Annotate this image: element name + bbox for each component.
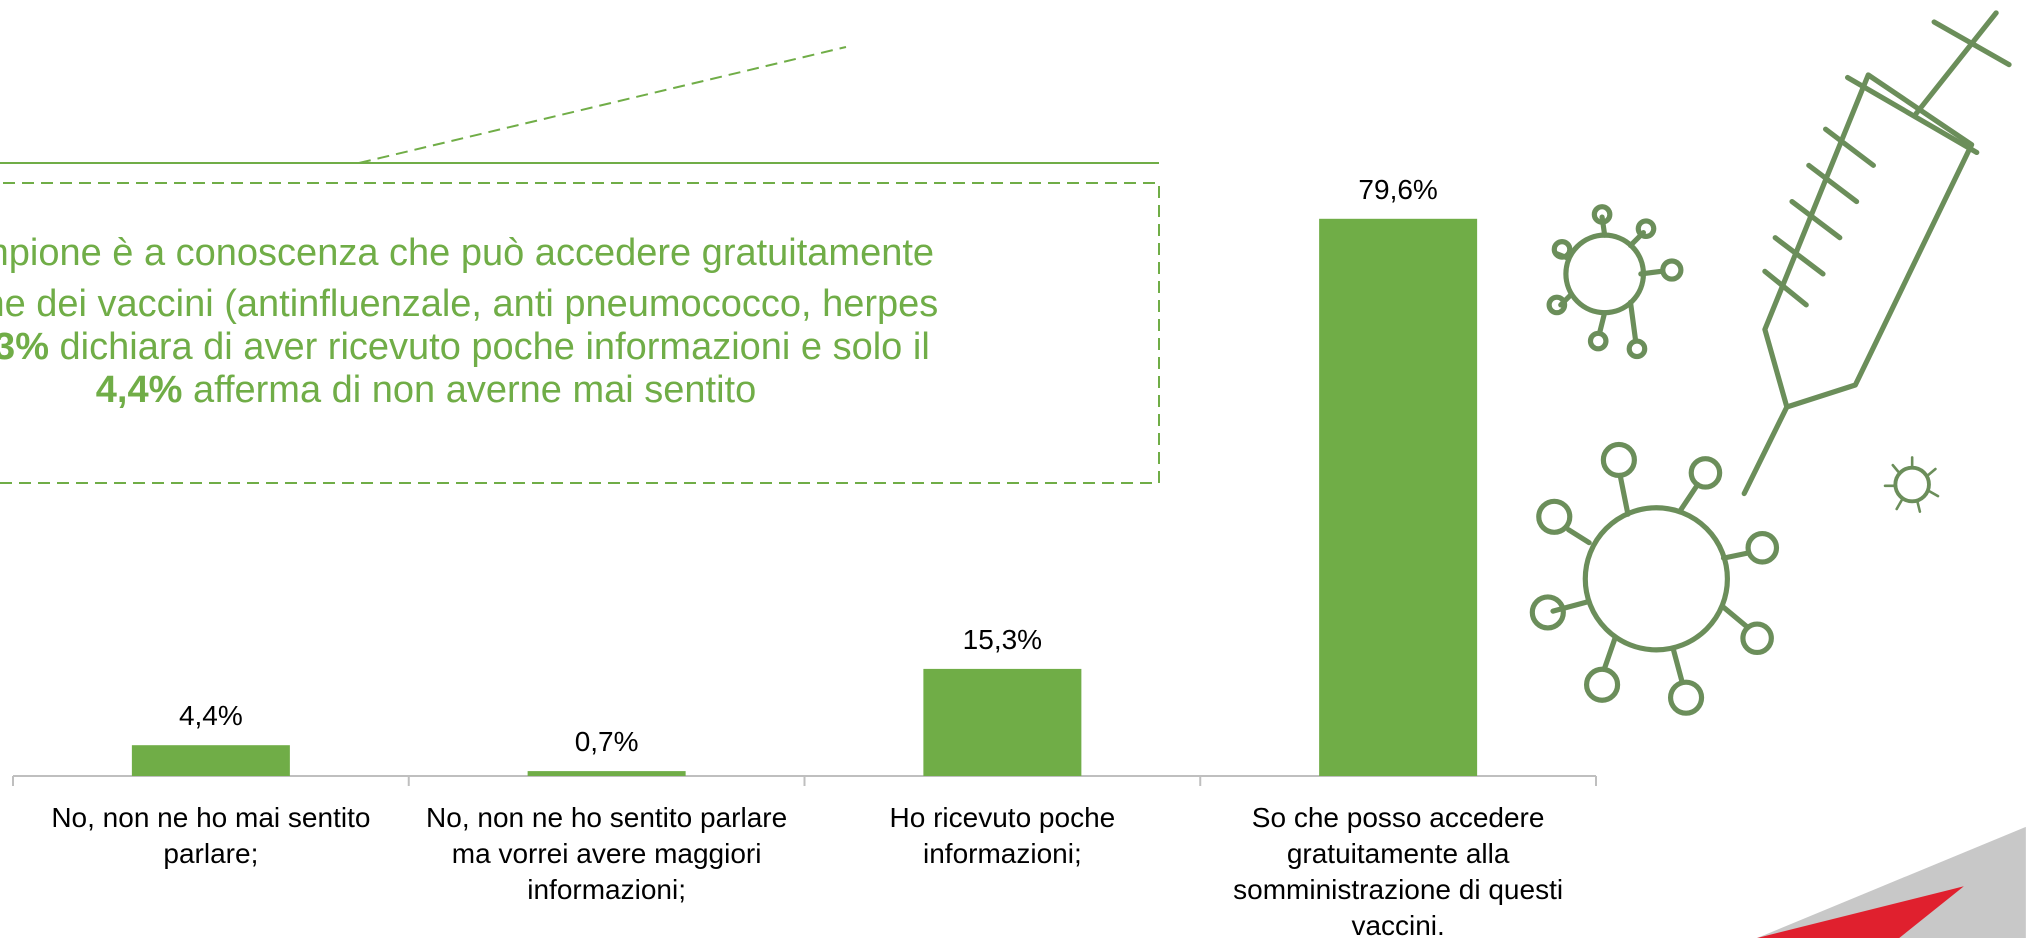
annotation-run: 15,3% (0, 326, 49, 368)
virus-small (1546, 204, 1684, 360)
value-label: 79,6% (1358, 174, 1437, 205)
label-line: parlare; (163, 838, 258, 869)
corner-shape (1757, 826, 2026, 938)
bar (923, 668, 1082, 776)
syringe-marks (1762, 126, 1876, 308)
illustration (1529, 10, 2026, 938)
value-label: 15,3% (963, 624, 1042, 655)
virus-large (1529, 441, 1780, 716)
syringe-plunger (1844, 10, 2012, 156)
x-tick-label: No, non ne ho sentito parlare ma vorrei a… (426, 802, 787, 905)
label-line: No, non ne ho sentito parlare (426, 802, 787, 833)
callout-pointer (358, 46, 847, 164)
annotation-run: azione dei vaccini (antinfluenzale, anti… (0, 283, 938, 325)
bar (1319, 218, 1478, 777)
value-label: 0,7% (575, 726, 639, 757)
annotation-line: l 15,3% dichiara di aver ricevuto poche … (0, 326, 930, 368)
x-tick-label: Ho ricevuto poche informazioni; (890, 802, 1116, 869)
annotation-run: l campione è a conoscenza che può accede… (0, 232, 934, 274)
label-line: vaccini. (1351, 910, 1444, 938)
bar (131, 745, 290, 776)
x-tick-label: No, non ne ho mai sentito parlare; (51, 802, 370, 869)
annotation-box (0, 182, 1160, 484)
label-line: informazioni; (527, 874, 686, 905)
label-line: ma vorrei avere maggiori (452, 838, 762, 869)
virus-tiny (1883, 456, 1940, 513)
annotation-run: afferma di non averne mai sentito (182, 369, 756, 411)
label-line: So che posso accedere (1252, 802, 1545, 833)
x-tick-label: So che posso accedere gratuitamente alla s… (1233, 802, 1563, 938)
label-line: No, non ne ho mai sentito (51, 802, 370, 833)
bar (527, 771, 686, 776)
annotation-line: azione dei vaccini (antinfluenzale, anti… (0, 283, 938, 325)
value-label: 4,4% (179, 700, 243, 731)
label-line: gratuitamente alla (1287, 838, 1510, 869)
corner-accent (1757, 886, 1964, 938)
annotation-run: dichiara di aver ricevuto poche informaz… (49, 326, 930, 368)
annotation-line: l campione è a conoscenza che può accede… (0, 232, 934, 274)
label-line: informazioni; (923, 838, 1082, 869)
label-line: somministrazione di questi (1233, 874, 1563, 905)
annotation-line: 4,4% afferma di non averne mai sentito (96, 369, 756, 411)
syringe-needle (1741, 404, 1790, 497)
syringe-barrel (1762, 72, 1975, 410)
annotation-run: 4,4% (96, 369, 183, 411)
label-line: Ho ricevuto poche (890, 802, 1116, 833)
